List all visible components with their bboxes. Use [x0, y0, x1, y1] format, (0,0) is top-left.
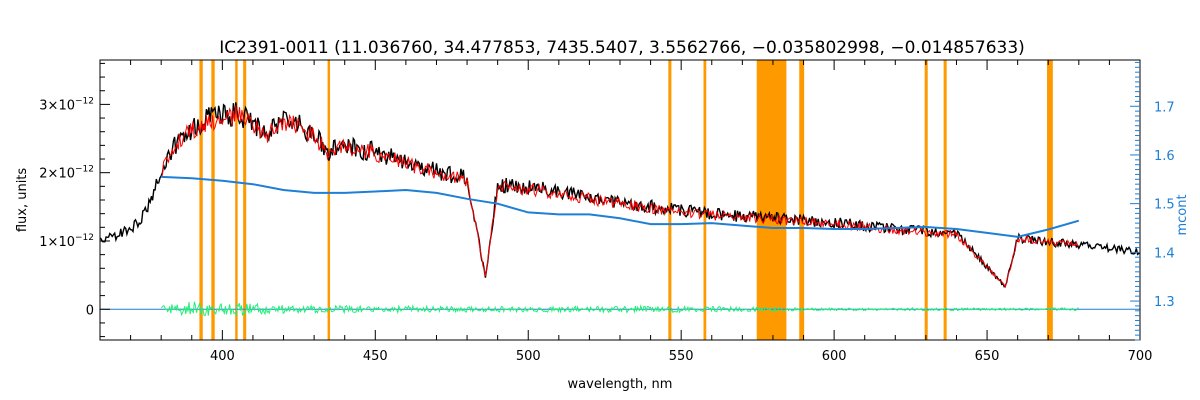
y2-tick-label: 1.3 — [1154, 295, 1175, 310]
masked-band — [327, 60, 331, 340]
series-observed-line — [99, 102, 1141, 288]
x-tick-label: 650 — [975, 349, 1000, 364]
chart-title: IC2391-0011 (11.036760, 34.477853, 7435.… — [219, 38, 1025, 58]
masked-band — [235, 60, 238, 340]
y2-tick-label: 1.7 — [1154, 100, 1175, 115]
y-axis-label: flux, units — [15, 168, 30, 233]
masked-band — [924, 60, 928, 340]
plot-area — [99, 60, 1141, 340]
series-model-line — [160, 105, 1080, 289]
masked-band — [243, 60, 247, 340]
y-axis-left: 0 1×10−12 2×10−12 3×10−12 — [39, 62, 110, 338]
x-tick-label: 400 — [210, 349, 235, 364]
x-axis-label: wavelength, nm — [568, 377, 673, 392]
y-tick-label: 2×10−12 — [39, 165, 94, 182]
y-tick-label: 0 — [86, 303, 94, 318]
masked-band — [756, 60, 787, 340]
x-tick-label: 550 — [669, 349, 694, 364]
x-tick-label: 700 — [1128, 349, 1153, 364]
masked-band — [1047, 60, 1053, 340]
plot-frame — [99, 59, 1141, 341]
y-tick-label: 3×10−12 — [39, 96, 94, 113]
masked-band — [799, 60, 805, 340]
series-mcont-line — [161, 175, 1080, 238]
masked-band — [943, 60, 947, 340]
y2-tick-label: 1.6 — [1154, 149, 1175, 164]
x-tick-label: 600 — [822, 349, 847, 364]
y2-axis-label: mcont — [1175, 194, 1190, 235]
x-tick-label: 450 — [363, 349, 388, 364]
y-tick-label: 1×10−12 — [39, 233, 94, 250]
x-tick-label: 500 — [516, 349, 541, 364]
y2-tick-label: 1.5 — [1154, 198, 1175, 213]
masked-band — [199, 60, 203, 340]
series-residuals-line — [161, 301, 1079, 318]
masked-band — [211, 60, 215, 340]
x-axis: 400 450 500 550 600 650 700 — [99, 60, 1153, 364]
y2-tick-label: 1.4 — [1154, 246, 1175, 261]
y-axis-right: 1.3 1.4 1.5 1.6 1.7 — [1130, 61, 1175, 341]
masked-band — [703, 60, 707, 340]
masked-band — [668, 60, 672, 340]
